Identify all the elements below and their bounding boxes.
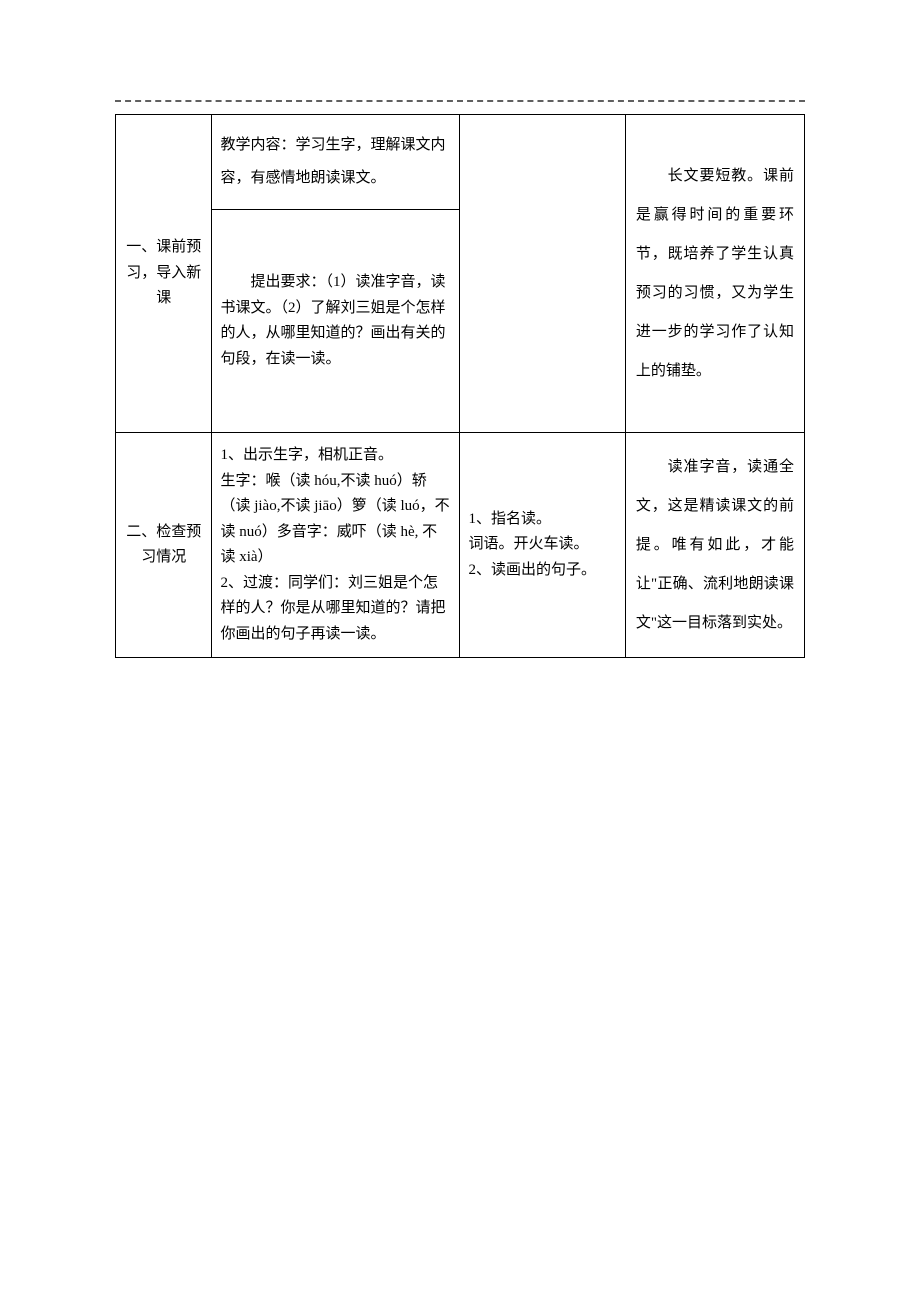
section-1-content-top: 教学内容：学习生字，理解课文内容，有感情地朗读课文。 xyxy=(212,115,460,210)
section-1-activity xyxy=(460,115,625,433)
section-1-note: 长文要短教。课前是赢得时间的重要环节，既培养了学生认真预习的习惯，又为学生进一步… xyxy=(625,115,804,433)
section-2-label: 二、检查预习情况 xyxy=(116,433,212,658)
dashed-separator xyxy=(115,100,805,102)
section-1-label: 一、课前预习，导入新课 xyxy=(116,115,212,433)
section-2-note: 读准字音，读通全文，这是精读课文的前提。唯有如此，才能让"正确、流利地朗读课文"… xyxy=(625,433,804,658)
lesson-plan-table: 一、课前预习，导入新课 教学内容：学习生字，理解课文内容，有感情地朗读课文。 长… xyxy=(115,114,805,658)
section-1-content-bottom: 提出要求：（1）读准字音，读书课文。（2）了解刘三姐是个怎样的人，从哪里知道的？… xyxy=(212,210,460,433)
section-2-content: 1、出示生字，相机正音。 生字：喉（读 hóu,不读 huó）轿（读 jiào,… xyxy=(212,433,460,658)
section-2-activity: 1、指名读。 词语。开火车读。 2、读画出的句子。 xyxy=(460,433,625,658)
